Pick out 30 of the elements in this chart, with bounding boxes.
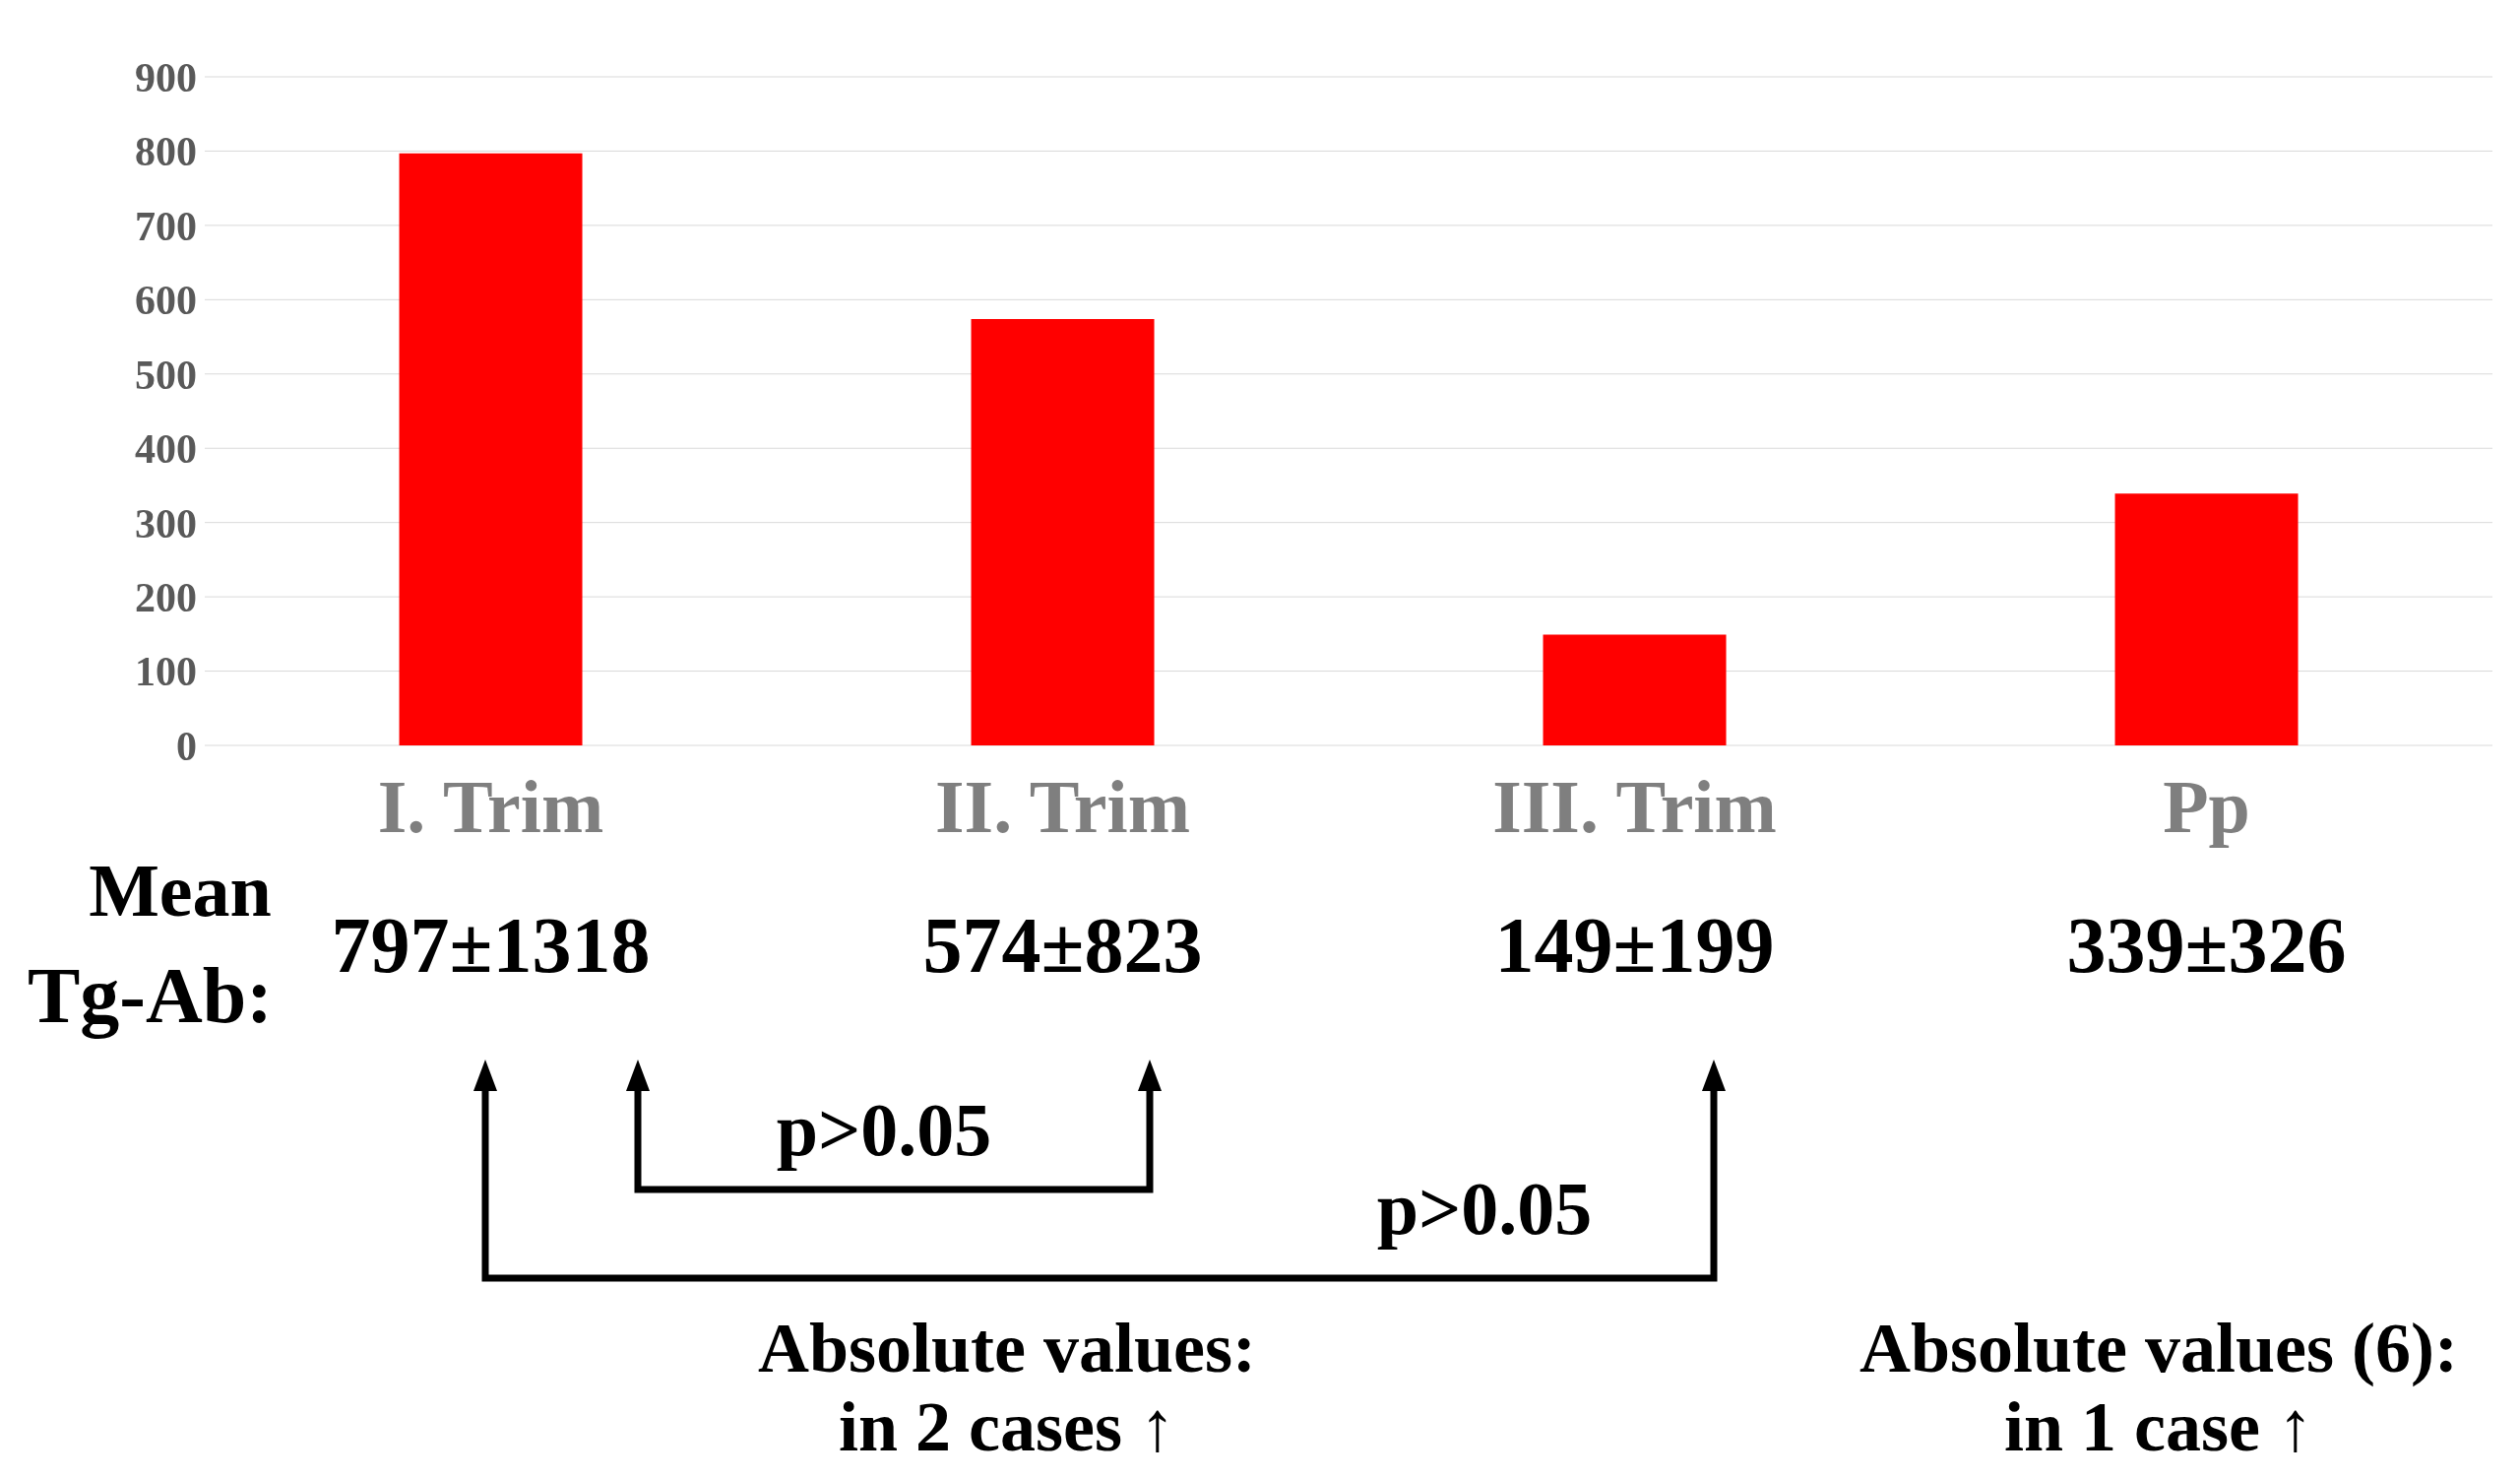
text: Mean (89, 849, 272, 932)
y-tick-label: 0 (176, 723, 197, 769)
data-label: 797±1318 (331, 902, 651, 989)
y-tick-label: 600 (135, 278, 197, 324)
text: p>0.05 (1376, 1167, 1593, 1250)
text: Tg-Ab: (28, 952, 273, 1039)
bar (971, 318, 1155, 745)
y-tick-label: 300 (135, 500, 197, 547)
y-tick-label: 500 (135, 352, 197, 398)
text: Absolute values (6): (1859, 1309, 2458, 1387)
data-label: 339±326 (2066, 902, 2347, 989)
x-tick-label: Pp (2163, 765, 2250, 848)
bar (1543, 634, 1727, 745)
y-tick-label: 400 (135, 426, 197, 473)
bar (399, 153, 583, 745)
y-tick-label: 200 (135, 575, 197, 621)
data-label: 149±199 (1494, 902, 1775, 989)
text: p>0.05 (776, 1088, 992, 1171)
y-tick-label: 800 (135, 129, 197, 175)
data-label: 574±823 (922, 902, 1203, 989)
y-tick-label: 900 (135, 54, 197, 100)
bar (2114, 493, 2299, 745)
y-tick-label: 700 (135, 203, 197, 249)
x-tick-label: III. Trim (1492, 765, 1777, 848)
text: in 1 case ↑ (2004, 1387, 2313, 1466)
x-tick-label: I. Trim (377, 765, 604, 848)
x-tick-label: II. Trim (935, 765, 1190, 848)
text: in 2 cases ↑ (839, 1387, 1175, 1466)
y-tick-label: 100 (135, 649, 197, 695)
text: Absolute values: (757, 1309, 1257, 1387)
